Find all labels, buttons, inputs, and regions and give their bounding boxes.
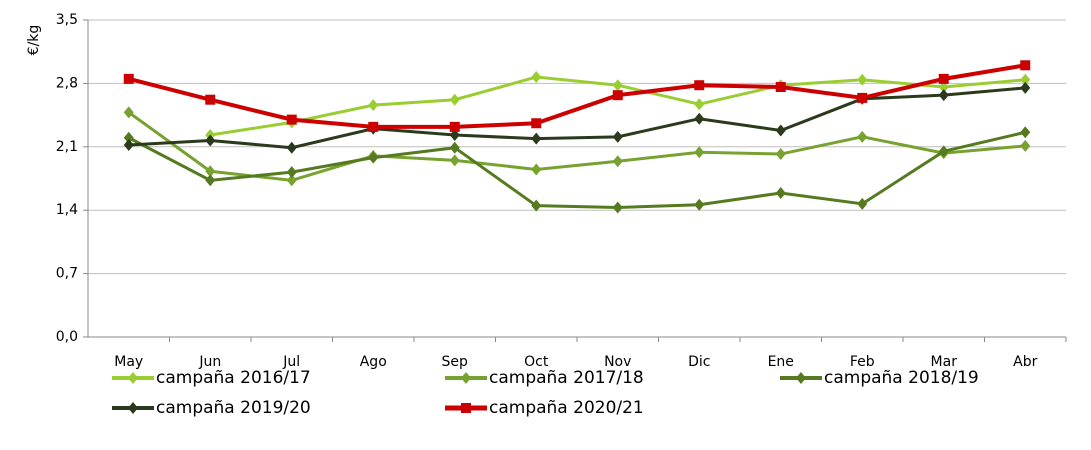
x-tick-label: May bbox=[114, 354, 143, 370]
marker bbox=[1020, 126, 1031, 139]
marker bbox=[938, 89, 949, 102]
series-line bbox=[128, 86, 1026, 150]
legend-label: campaña 2020/21 bbox=[489, 398, 644, 418]
marker bbox=[531, 132, 542, 145]
x-tick-label: Dic bbox=[688, 354, 710, 370]
x-tick-label: Sep bbox=[442, 354, 469, 370]
x-tick-label: Oct bbox=[524, 354, 549, 370]
marker bbox=[449, 93, 460, 106]
x-tick-label: Abr bbox=[1013, 354, 1037, 370]
marker bbox=[796, 372, 806, 384]
marker bbox=[531, 71, 542, 84]
legend-label: campaña 2017/18 bbox=[489, 368, 644, 388]
marker bbox=[286, 166, 297, 179]
marker bbox=[205, 165, 216, 178]
marker bbox=[123, 73, 134, 84]
x-tick-label: Ago bbox=[360, 354, 387, 370]
marker bbox=[612, 155, 623, 168]
x-tick-label: Feb bbox=[850, 354, 875, 370]
marker bbox=[938, 73, 949, 84]
marker bbox=[694, 198, 705, 211]
marker bbox=[694, 98, 705, 111]
marker bbox=[368, 121, 379, 132]
marker bbox=[123, 138, 134, 151]
marker bbox=[775, 186, 786, 199]
y-tick-label: 2,1 bbox=[56, 139, 78, 155]
legend-label: campaña 2018/19 bbox=[824, 368, 979, 388]
marker bbox=[612, 201, 623, 214]
marker bbox=[461, 403, 471, 413]
y-tick-label: 0,0 bbox=[56, 329, 78, 345]
marker bbox=[128, 372, 138, 384]
marker bbox=[775, 148, 786, 161]
y-tick-label: 0,7 bbox=[56, 266, 78, 282]
x-tick-label: Nov bbox=[604, 354, 631, 370]
marker bbox=[1020, 81, 1031, 94]
legend: campaña 2016/17 campaña 2017/18 campaña 20… bbox=[112, 368, 979, 418]
marker bbox=[531, 118, 542, 129]
marker bbox=[857, 197, 868, 210]
series-line bbox=[128, 130, 1026, 209]
marker bbox=[857, 92, 868, 103]
x-tick-label: Ene bbox=[768, 354, 794, 370]
marker bbox=[123, 131, 134, 144]
marker bbox=[612, 79, 623, 92]
marker bbox=[205, 134, 216, 147]
marker bbox=[286, 114, 297, 125]
marker bbox=[857, 130, 868, 143]
series-line bbox=[128, 63, 1026, 129]
marker bbox=[775, 82, 786, 93]
legend-label: campaña 2019/20 bbox=[156, 398, 311, 418]
y-tick-label: 2,8 bbox=[56, 75, 78, 91]
marker bbox=[531, 199, 542, 212]
x-tick-label: Jul bbox=[282, 354, 300, 370]
marker bbox=[612, 90, 623, 101]
marker bbox=[775, 124, 786, 137]
marker bbox=[123, 106, 134, 119]
y-axis-label: €/kg bbox=[26, 25, 42, 56]
marker bbox=[694, 146, 705, 159]
marker bbox=[938, 145, 949, 158]
marker bbox=[286, 174, 297, 187]
marker bbox=[449, 141, 460, 154]
x-tick-label: Mar bbox=[931, 354, 958, 370]
marker bbox=[205, 174, 216, 187]
y-tick-label: 1,4 bbox=[56, 202, 78, 218]
series-line bbox=[127, 111, 1026, 182]
x-tick-label: Jun bbox=[198, 354, 221, 370]
y-tick-label: 3,5 bbox=[56, 12, 78, 28]
marker bbox=[449, 121, 460, 132]
marker bbox=[938, 81, 949, 94]
marker bbox=[694, 80, 705, 91]
marker bbox=[694, 112, 705, 125]
marker bbox=[461, 372, 471, 384]
marker bbox=[531, 163, 542, 176]
marker bbox=[368, 151, 379, 164]
marker bbox=[368, 99, 379, 112]
marker bbox=[857, 73, 868, 86]
marker bbox=[449, 129, 460, 142]
marker bbox=[205, 94, 216, 105]
marker bbox=[128, 402, 138, 414]
marker bbox=[1020, 73, 1031, 86]
marker bbox=[612, 130, 623, 143]
legend-label: campaña 2016/17 bbox=[156, 368, 311, 388]
marker bbox=[449, 154, 460, 167]
marker bbox=[1020, 139, 1031, 152]
marker bbox=[286, 141, 297, 154]
marker bbox=[1020, 60, 1031, 71]
